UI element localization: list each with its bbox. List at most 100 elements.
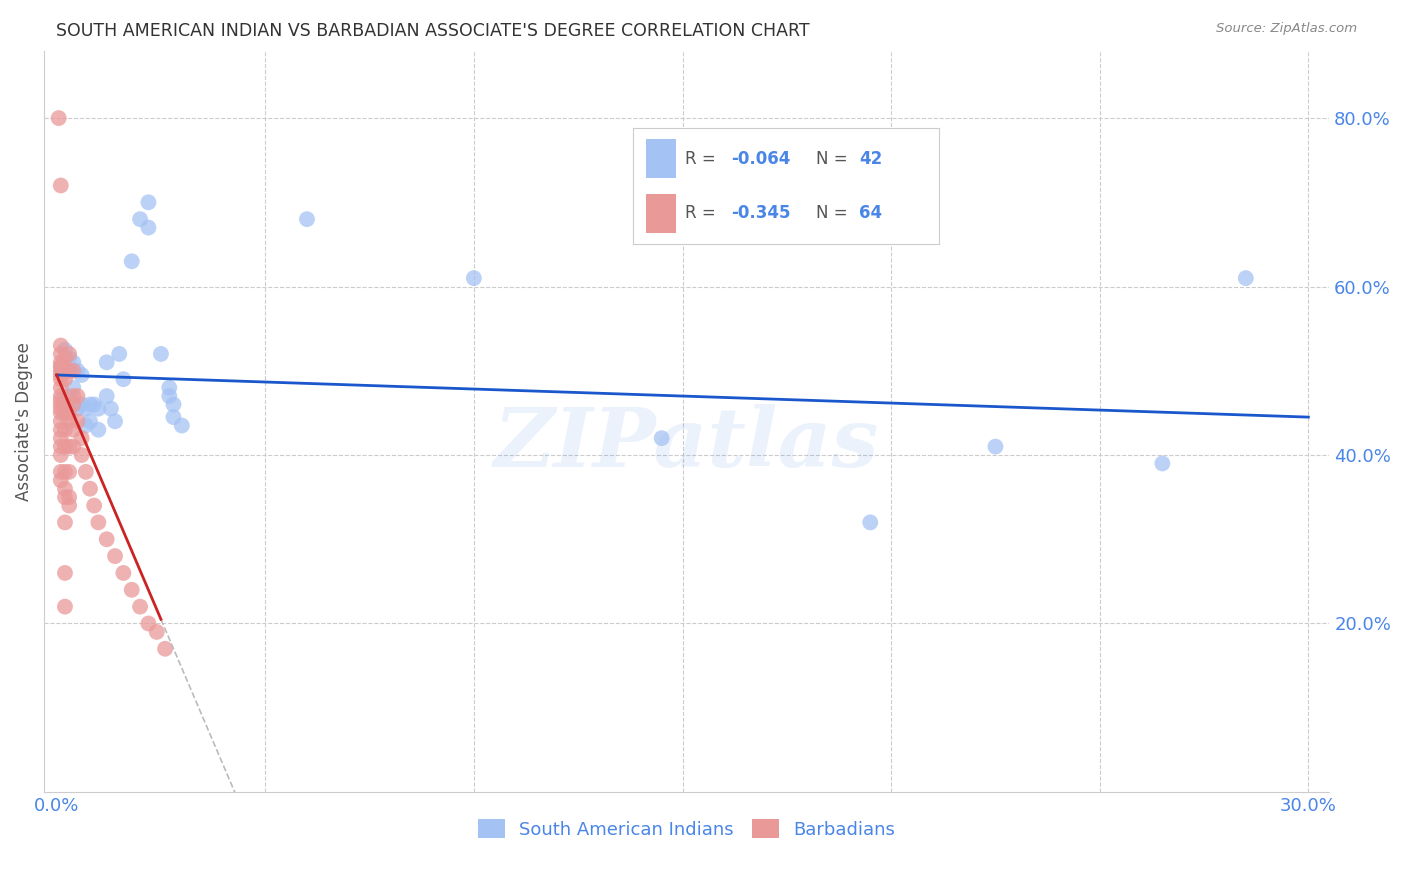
Point <box>49 473 72 487</box>
Point <box>62 355 84 369</box>
Point <box>53 465 76 479</box>
Point <box>53 397 76 411</box>
Text: N =: N = <box>817 150 853 169</box>
Point <box>49 359 72 374</box>
Point <box>129 212 152 227</box>
Point <box>104 414 127 428</box>
Y-axis label: Associate's Degree: Associate's Degree <box>15 342 32 500</box>
Point <box>49 355 72 369</box>
Point <box>58 490 80 504</box>
Point <box>49 448 72 462</box>
Point <box>58 465 80 479</box>
FancyBboxPatch shape <box>645 194 676 233</box>
Point <box>295 212 318 227</box>
Point <box>112 372 135 386</box>
Point <box>53 406 76 420</box>
Point <box>157 389 180 403</box>
Point <box>859 516 882 530</box>
Point <box>49 372 72 386</box>
Point <box>87 423 110 437</box>
Point <box>146 624 169 639</box>
Point <box>62 364 84 378</box>
Point <box>53 566 76 580</box>
Point <box>157 381 180 395</box>
Point <box>108 347 131 361</box>
Point <box>49 431 72 445</box>
Point <box>170 418 193 433</box>
Text: Source: ZipAtlas.com: Source: ZipAtlas.com <box>1216 22 1357 36</box>
Point <box>83 499 105 513</box>
Point <box>49 178 72 193</box>
Point <box>62 423 84 437</box>
Text: -0.345: -0.345 <box>731 204 790 222</box>
Point <box>984 440 1007 454</box>
Point <box>83 397 105 411</box>
Point <box>87 516 110 530</box>
Point <box>49 389 72 403</box>
Point <box>48 111 70 125</box>
Point <box>53 423 76 437</box>
Point <box>58 397 80 411</box>
Point <box>75 418 97 433</box>
Point <box>1152 457 1174 471</box>
Point <box>53 351 76 366</box>
Point <box>129 599 152 614</box>
Point <box>96 355 118 369</box>
Point <box>66 389 89 403</box>
Point <box>66 414 89 428</box>
Point <box>463 271 485 285</box>
Point <box>138 220 160 235</box>
Point <box>62 389 84 403</box>
Text: N =: N = <box>817 204 853 222</box>
Point <box>58 347 80 361</box>
Point <box>49 381 72 395</box>
Point <box>49 440 72 454</box>
Point <box>49 465 72 479</box>
Point <box>58 440 80 454</box>
Point <box>651 431 673 445</box>
Point <box>62 397 84 411</box>
Point <box>49 414 72 428</box>
Point <box>49 406 72 420</box>
Point <box>75 401 97 416</box>
Point <box>58 389 80 403</box>
Point <box>53 482 76 496</box>
Text: 42: 42 <box>859 150 883 169</box>
Point <box>75 465 97 479</box>
Point <box>49 364 72 378</box>
Point <box>58 499 80 513</box>
Point <box>66 364 89 378</box>
Point <box>70 368 93 382</box>
Point <box>53 364 76 378</box>
Point <box>138 195 160 210</box>
Point <box>49 338 72 352</box>
Legend: South American Indians, Barbadians: South American Indians, Barbadians <box>471 812 903 846</box>
Point <box>53 372 76 386</box>
Point <box>49 401 72 416</box>
Point <box>49 347 72 361</box>
Point <box>87 401 110 416</box>
FancyBboxPatch shape <box>645 139 676 178</box>
Point <box>1234 271 1257 285</box>
Point <box>53 599 76 614</box>
Point <box>121 254 143 268</box>
Point <box>66 401 89 416</box>
Point <box>62 440 84 454</box>
Point <box>58 406 80 420</box>
Point <box>153 641 176 656</box>
Point <box>112 566 135 580</box>
Point <box>100 401 122 416</box>
Point <box>49 368 72 382</box>
Point <box>96 533 118 547</box>
Text: -0.064: -0.064 <box>731 150 790 169</box>
Point <box>121 582 143 597</box>
Point <box>149 347 172 361</box>
Point <box>138 616 160 631</box>
Point <box>79 414 101 428</box>
Point <box>70 397 93 411</box>
Text: R =: R = <box>685 204 721 222</box>
Point <box>162 410 184 425</box>
Point <box>79 482 101 496</box>
Point <box>53 516 76 530</box>
Point <box>53 490 76 504</box>
